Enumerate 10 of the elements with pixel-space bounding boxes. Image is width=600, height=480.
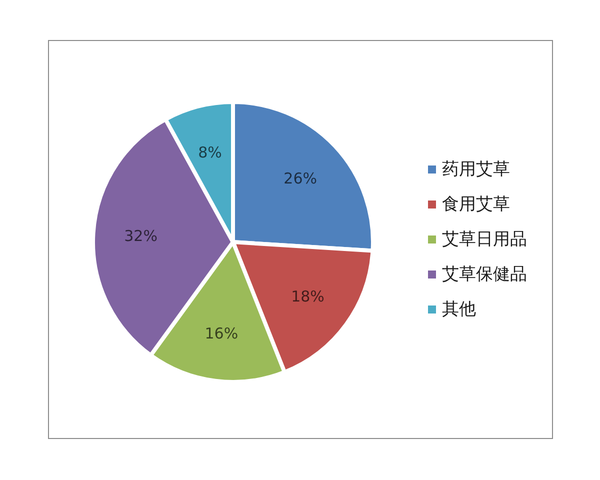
legend-label: 艾草保健品 <box>442 264 527 284</box>
legend-label: 其他 <box>442 300 476 320</box>
legend-label: 食用艾草 <box>442 194 510 214</box>
legend-label: 艾草日用品 <box>442 230 527 250</box>
data-label: 18% <box>291 287 324 306</box>
data-label: 16% <box>204 324 238 343</box>
data-label: 26% <box>284 170 318 188</box>
data-label: 8% <box>198 144 222 162</box>
legend-label: 药用艾草 <box>442 160 510 180</box>
data-label: 32% <box>124 227 158 246</box>
